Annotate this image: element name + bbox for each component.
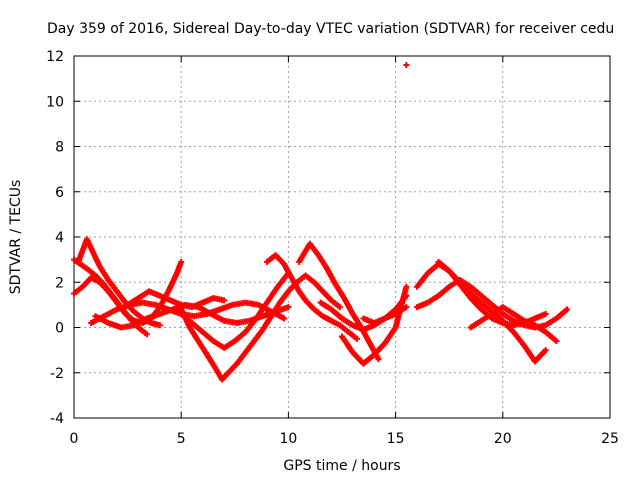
x-tick-label: 15 — [387, 431, 405, 447]
data-point — [542, 347, 549, 354]
y-tick-label: 12 — [46, 49, 64, 65]
series-track-12 — [339, 283, 410, 367]
data-point — [336, 304, 343, 311]
series-track-13 — [360, 304, 410, 326]
data-point — [143, 331, 150, 338]
x-tick-label: 20 — [494, 431, 512, 447]
data-point — [178, 258, 185, 265]
data-point — [156, 322, 163, 329]
data-point — [354, 335, 361, 342]
y-axis-label: SDTVAR / TECUs — [8, 180, 24, 295]
x-tick-label: 5 — [177, 431, 186, 447]
data-point — [403, 283, 410, 290]
data-point — [553, 338, 560, 345]
x-axis-label: GPS time / hours — [283, 458, 400, 474]
y-tick-label: 2 — [55, 275, 64, 291]
series-track-15 — [414, 276, 571, 331]
y-tick-label: -2 — [50, 366, 64, 382]
y-tick-label: 10 — [46, 94, 64, 110]
data-points — [71, 62, 571, 383]
data-point — [285, 304, 292, 311]
x-tick-label: 10 — [279, 431, 297, 447]
x-ticks: 0 5 10 15 20 25 — [70, 56, 619, 447]
x-tick-label: 25 — [601, 431, 619, 447]
grid — [74, 56, 610, 418]
series-outlier — [403, 62, 410, 69]
data-point — [375, 356, 382, 363]
series-track-8 — [178, 270, 292, 351]
data-point — [221, 297, 228, 304]
y-tick-label: -4 — [50, 411, 64, 427]
series-track-16 — [435, 258, 549, 365]
series-track-9 — [263, 252, 361, 342]
series-track-6 — [124, 288, 228, 311]
data-point — [281, 315, 288, 322]
y-ticks: -4 -2 0 2 4 6 8 10 12 — [46, 49, 610, 427]
data-point — [403, 304, 410, 311]
data-point — [403, 62, 410, 69]
y-tick-label: 8 — [55, 140, 64, 156]
data-point — [542, 310, 549, 317]
series-track-3 — [75, 236, 163, 329]
series-track-17 — [467, 304, 560, 345]
data-point — [564, 306, 571, 313]
y-tick-label: 6 — [55, 185, 64, 201]
y-tick-label: 0 — [55, 321, 64, 337]
x-tick-label: 0 — [70, 431, 79, 447]
y-tick-label: 4 — [55, 230, 64, 246]
chart-title: Day 359 of 2016, Sidereal Day-to-day VTE… — [47, 21, 614, 37]
